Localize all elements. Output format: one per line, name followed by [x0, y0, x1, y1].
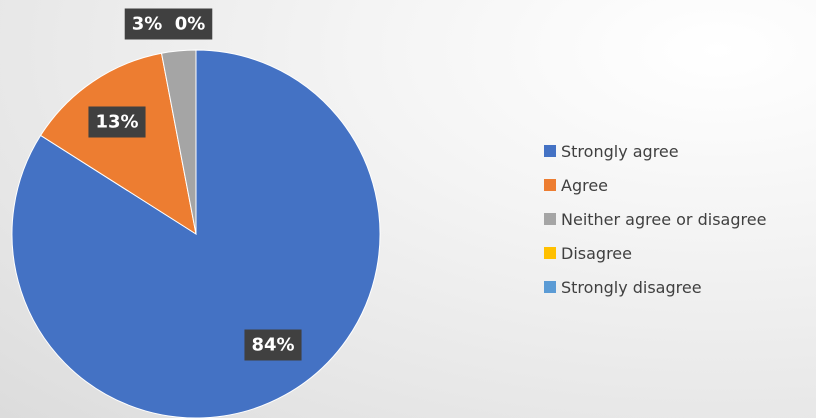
data-label-disagree: 0% [167, 8, 213, 40]
legend-item-neither: Neither agree or disagree [544, 202, 766, 236]
legend-item-agree: Agree [544, 168, 766, 202]
data-label-background [124, 8, 170, 40]
data-label-background [244, 329, 302, 361]
legend-swatch-neither [544, 213, 556, 225]
data-label-text: 84% [251, 335, 294, 356]
legend-label-strongly-agree: Strongly agree [561, 141, 679, 161]
legend-item-disagree: Disagree [544, 236, 766, 270]
data-label-background [167, 8, 213, 40]
data-label-neither-agree-or-disagree: 3% [124, 8, 170, 40]
legend-label-neither: Neither agree or disagree [561, 209, 767, 229]
legend-item-strongly-disagree: Strongly disagree [544, 270, 766, 304]
legend-item-strongly-agree: Strongly agree [544, 134, 766, 168]
legend-swatch-strongly-disagree [544, 281, 556, 293]
pie-slices [11, 49, 381, 418]
pie-slice-neither-agree-or-disagree [160, 49, 197, 235]
legend-label-agree: Agree [561, 175, 609, 195]
data-label-agree: 13% [88, 106, 146, 138]
data-label-strongly-agree: 84% [244, 329, 302, 361]
legend-swatch-disagree [544, 247, 556, 259]
legend-label-strongly-disagree: Strongly disagree [561, 277, 702, 297]
data-label-text: 3% [132, 14, 163, 35]
pie-data-labels: 84% 13% 3% 0% [88, 8, 302, 361]
data-label-background [88, 106, 146, 138]
legend-swatch-agree [544, 179, 556, 191]
data-label-text: 13% [95, 112, 138, 133]
pie-slice-agree [39, 52, 197, 236]
chart-legend: Strongly agree Agree Neither agree or di… [544, 134, 766, 304]
legend-swatch-strongly-agree [544, 145, 556, 157]
data-label-text: 0% [175, 14, 206, 35]
legend-label-disagree: Disagree [561, 243, 632, 263]
